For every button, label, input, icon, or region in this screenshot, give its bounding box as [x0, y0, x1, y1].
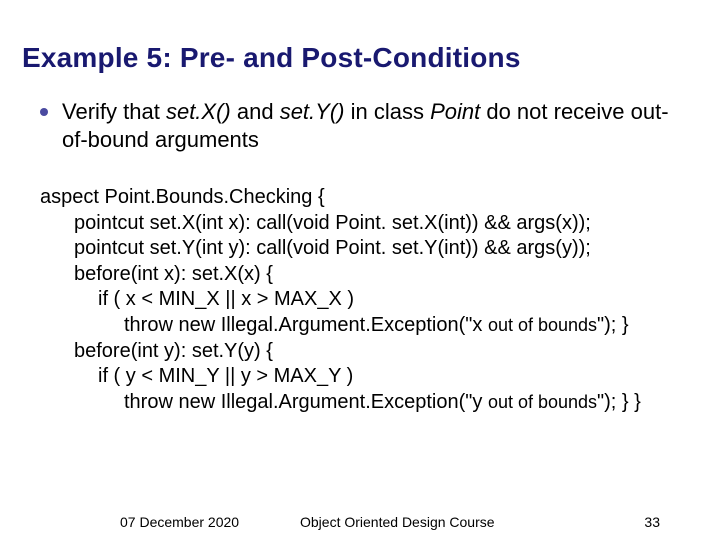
bullet-mid2: in class	[344, 99, 430, 124]
code-line-3: pointcut set.Y(int y): call(void Point. …	[40, 236, 692, 262]
footer-course: Object Oriented Design Course	[300, 514, 495, 530]
code-line-9: throw new Illegal.Argument.Exception("y …	[40, 390, 692, 416]
body-section: Verify that set.X() and set.Y() in class…	[0, 74, 720, 153]
code-line-7: before(int y): set.Y(y) {	[40, 339, 692, 365]
bullet-pre: Verify that	[62, 99, 166, 124]
bullet-mid1: and	[231, 99, 280, 124]
code-line-6: throw new Illegal.Argument.Exception("x …	[40, 313, 692, 339]
code-l9c: "); } }	[597, 391, 641, 413]
code-l9a: throw new Illegal.Argument.Exception("y	[124, 391, 488, 413]
code-line-4: before(int x): set.X(x) {	[40, 262, 692, 288]
code-l6c: "); }	[597, 314, 629, 336]
slide-title: Example 5: Pre- and Post-Conditions	[0, 0, 720, 74]
code-l6b: out of bounds	[488, 315, 597, 335]
footer-date: 07 December 2020	[120, 514, 239, 530]
code-line-2: pointcut set.X(int x): call(void Point. …	[40, 211, 692, 237]
code-block: aspect Point.Bounds.Checking { pointcut …	[0, 153, 720, 415]
code-l6a: throw new Illegal.Argument.Exception("x	[124, 314, 488, 336]
bullet-item: Verify that set.X() and set.Y() in class…	[40, 98, 690, 153]
bullet-sety: set.Y()	[280, 99, 345, 124]
bullet-dot-icon	[40, 108, 48, 116]
code-line-8: if ( y < MIN_Y || y > MAX_Y )	[40, 364, 692, 390]
bullet-text: Verify that set.X() and set.Y() in class…	[62, 98, 690, 153]
code-line-5: if ( x < MIN_X || x > MAX_X )	[40, 287, 692, 313]
code-line-1: aspect Point.Bounds.Checking {	[40, 185, 692, 211]
footer-page: 33	[644, 514, 660, 530]
bullet-setx: set.X()	[166, 99, 231, 124]
code-l9b: out of bounds	[488, 392, 597, 412]
bullet-point: Point	[430, 99, 480, 124]
